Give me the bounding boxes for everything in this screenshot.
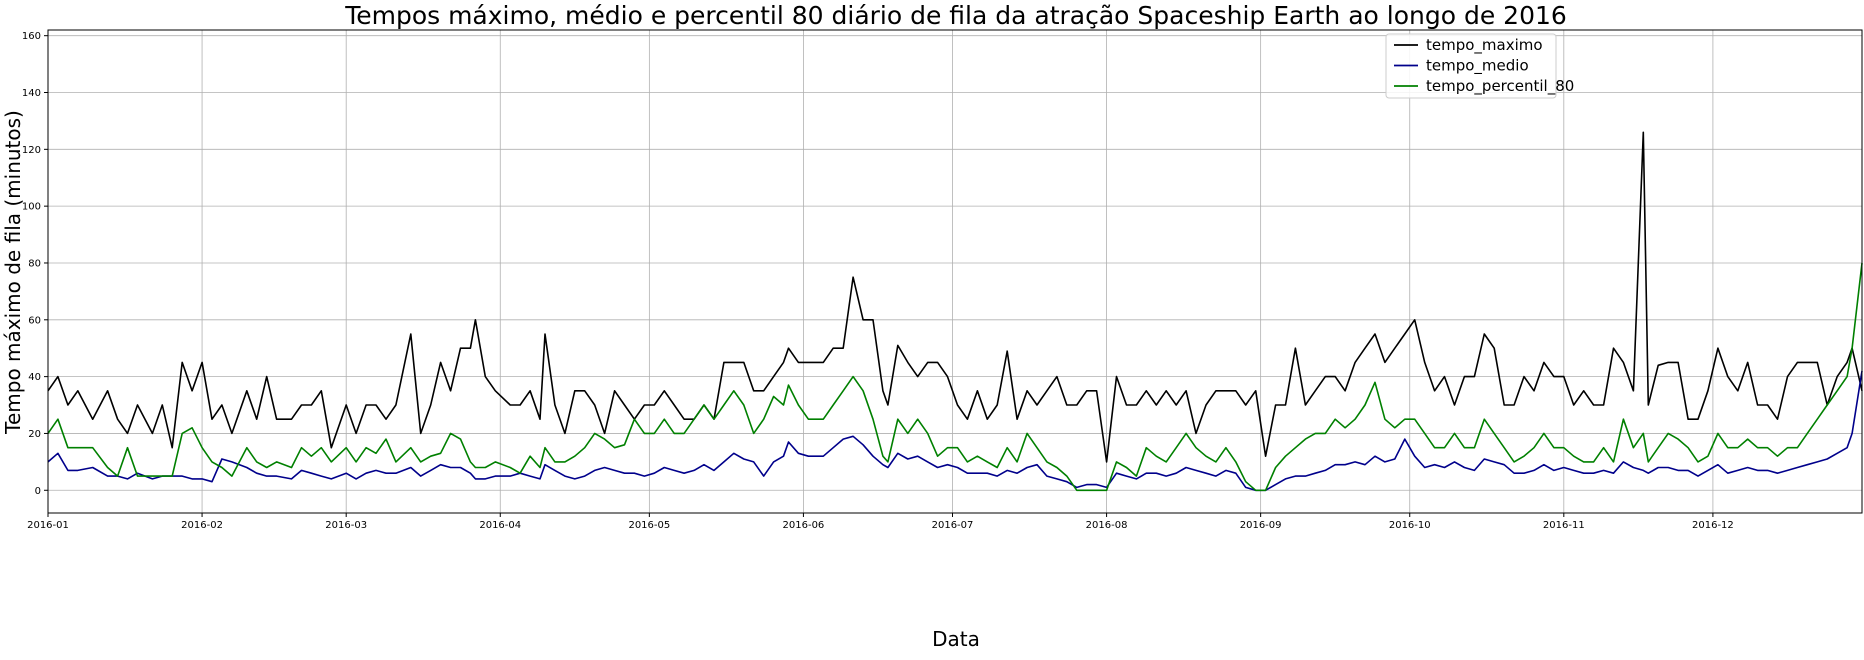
y-tick-label: 20 (28, 429, 41, 440)
x-axis-label: Data (932, 627, 980, 651)
y-tick-label: 100 (22, 202, 41, 213)
x-tick-label: 2016-04 (479, 520, 521, 531)
legend: tempo_maximo tempo_mediotempo_percentil_8… (1385, 33, 1574, 99)
series-layer (47, 131, 1863, 492)
legend-label: tempo_medio (1426, 57, 1529, 76)
y-tick-label: 80 (28, 258, 41, 269)
x-tick-label: 2016-06 (783, 520, 825, 531)
legend-label: tempo_maximo (1426, 36, 1543, 55)
x-tick-label: 2016-12 (1692, 520, 1734, 531)
x-tick-label: 2016-11 (1543, 520, 1585, 531)
y-tick-label: 60 (28, 315, 41, 326)
series-line-tempo-maximo (47, 131, 1863, 463)
plot-frame (47, 29, 1863, 514)
x-tick-label: 2016-03 (325, 520, 367, 531)
x-tick-label: 2016-01 (27, 520, 69, 531)
y-axis-label: Tempo máximo de fila (minutos) (1, 110, 25, 435)
y-tick-label: 0 (35, 486, 41, 497)
x-tick-label: 2016-02 (181, 520, 223, 531)
series-line-tempo-medio (47, 370, 1863, 492)
y-tick-label: 160 (22, 31, 41, 42)
chart-title: Tempos máximo, médio e percentil 80 diár… (344, 1, 1567, 30)
tick-layer: 2016-01 2016-02 2016-03 2016-04 2016-05 2016-… (22, 31, 1734, 531)
x-tick-label: 2016-08 (1086, 520, 1128, 531)
series-line-tempo-percentil-80 (47, 262, 1863, 492)
y-tick-label: 120 (22, 145, 41, 156)
x-tick-label: 2016-07 (932, 520, 974, 531)
grid-layer (47, 30, 1862, 513)
legend-label: tempo_percentil_80 (1426, 77, 1574, 96)
x-tick-label: 2016-10 (1389, 520, 1431, 531)
x-tick-label: 2016-09 (1240, 520, 1282, 531)
y-tick-label: 40 (28, 372, 41, 383)
y-tick-label: 140 (22, 88, 41, 99)
legend-box (1385, 33, 1557, 99)
x-tick-label: 2016-05 (628, 520, 670, 531)
